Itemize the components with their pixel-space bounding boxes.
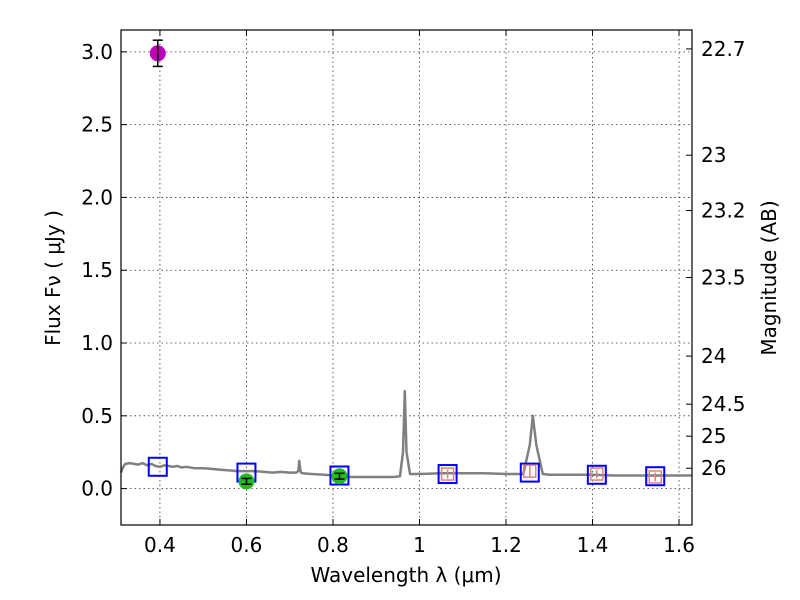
right-tick-label: 25 — [701, 424, 726, 448]
right-tick-label: 23.5 — [701, 266, 746, 290]
sed-line — [119, 389, 692, 479]
model-photometry-marker — [329, 465, 350, 486]
x-tick-label: 1.2 — [490, 533, 522, 557]
x-tick-label: 0.8 — [317, 533, 349, 557]
upper-limit-marker — [648, 470, 662, 484]
x-axis-label: Wavelength λ (μm) — [310, 563, 501, 587]
right-tick-label: 22.7 — [701, 37, 746, 61]
y-tick-label: 1.0 — [81, 331, 113, 355]
upper-limit-marker — [590, 467, 604, 481]
y-tick-label: 3.0 — [81, 40, 113, 64]
y-tick-label: 0.0 — [81, 477, 113, 501]
model-photometry-marker — [519, 462, 540, 483]
y-tick-label: 2.5 — [81, 113, 113, 137]
model-photometry-marker — [586, 464, 607, 485]
y-axis-label: Flux Fν ( μJy ) — [41, 210, 65, 346]
right-tick-label: 26 — [701, 456, 726, 480]
model-photometry-marker — [437, 464, 458, 485]
right-tick-label: 23 — [701, 143, 726, 167]
upper-limit-marker — [523, 464, 537, 478]
x-tick-label: 1.6 — [663, 533, 695, 557]
x-tick-label: 0.4 — [144, 533, 176, 557]
right-tick-label: 23.2 — [701, 199, 746, 223]
plot-area — [119, 39, 692, 490]
right-axis-label: Magnitude (AB) — [757, 200, 781, 355]
right-tick-label: 24 — [701, 344, 726, 368]
x-tick-label: 1.4 — [577, 533, 609, 557]
x-tick-label: 0.6 — [231, 533, 263, 557]
y-tick-label: 0.5 — [81, 404, 113, 428]
right-tick-label: 24.5 — [701, 392, 746, 416]
y-tick-label: 2.0 — [81, 185, 113, 209]
axis-ticks: 0.4 0.6 0.8 1 1.2 1.4 1.6 0.0 0.5 1.0 1.5 2.0 2.5 3.0… — [81, 30, 746, 557]
grid — [121, 30, 692, 525]
model-photometry-marker — [147, 456, 168, 477]
upper-limit-marker — [440, 467, 455, 481]
x-tick-label: 1 — [413, 533, 426, 557]
y-tick-label: 1.5 — [81, 258, 113, 282]
model-photometry-marker — [645, 466, 666, 487]
